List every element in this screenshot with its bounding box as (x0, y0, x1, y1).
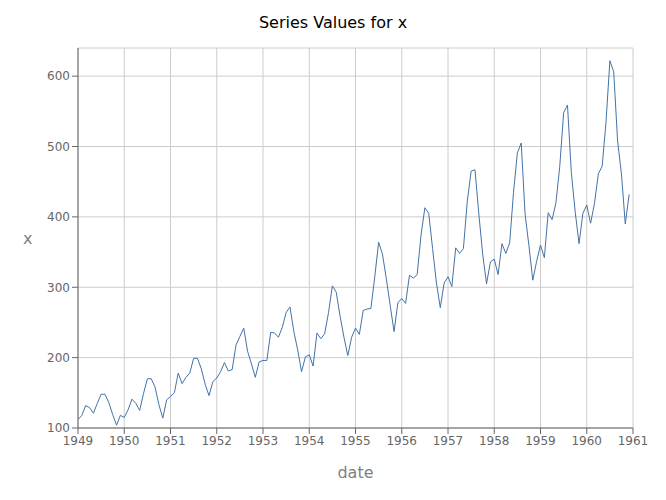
svg-text:1955: 1955 (340, 434, 371, 448)
svg-text:date: date (337, 463, 373, 482)
svg-text:x: x (23, 229, 32, 248)
svg-text:1949: 1949 (63, 434, 94, 448)
svg-text:400: 400 (47, 210, 70, 224)
svg-text:200: 200 (47, 351, 70, 365)
svg-text:1952: 1952 (201, 434, 232, 448)
svg-text:1961: 1961 (618, 434, 649, 448)
svg-text:1956: 1956 (386, 434, 417, 448)
svg-text:1951: 1951 (155, 434, 186, 448)
svg-text:1953: 1953 (248, 434, 279, 448)
svg-text:1958: 1958 (479, 434, 510, 448)
svg-text:1957: 1957 (433, 434, 464, 448)
svg-text:600: 600 (47, 69, 70, 83)
svg-text:1950: 1950 (109, 434, 140, 448)
html-text:Series Values for x: Series Values for x (258, 13, 408, 32)
svg-text:1959: 1959 (525, 434, 556, 448)
svg-text:100: 100 (47, 421, 70, 435)
svg-text:1954: 1954 (294, 434, 325, 448)
svg-text:300: 300 (47, 281, 70, 295)
svg-text:1960: 1960 (571, 434, 602, 448)
svg-text:500: 500 (47, 140, 70, 154)
